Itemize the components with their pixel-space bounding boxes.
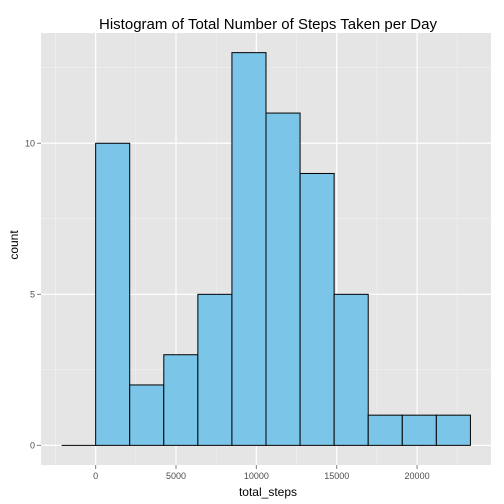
histogram-bar	[197, 293, 233, 446]
x-tick-label: 20000	[405, 471, 430, 481]
histogram-bar	[231, 52, 267, 446]
x-axis-ticks: 0 5000 10000 15000 20000	[93, 465, 430, 481]
histogram-bar	[299, 172, 335, 446]
x-tick-label: 15000	[324, 471, 349, 481]
histogram-bars	[61, 52, 471, 446]
x-tick-label: 10000	[244, 471, 269, 481]
histogram-bar	[333, 293, 369, 446]
y-tick-label: 0	[30, 440, 35, 450]
y-axis-ticks: 0 5 10	[25, 138, 41, 450]
histogram-bar	[95, 142, 131, 446]
histogram-bar	[265, 112, 301, 446]
x-tick-label: 5000	[166, 471, 186, 481]
histogram-bar	[401, 414, 437, 446]
y-tick-label: 5	[30, 289, 35, 299]
histogram-bar	[129, 384, 165, 446]
y-axis-title: count	[7, 230, 21, 260]
x-axis-title: total_steps	[239, 485, 297, 499]
chart-title: Histogram of Total Number of Steps Taken…	[99, 16, 437, 33]
histogram-bar	[435, 414, 471, 446]
y-tick-label: 10	[25, 138, 35, 148]
histogram-bar	[367, 414, 403, 446]
x-tick-label: 0	[93, 471, 98, 481]
histogram-bar	[163, 354, 199, 446]
